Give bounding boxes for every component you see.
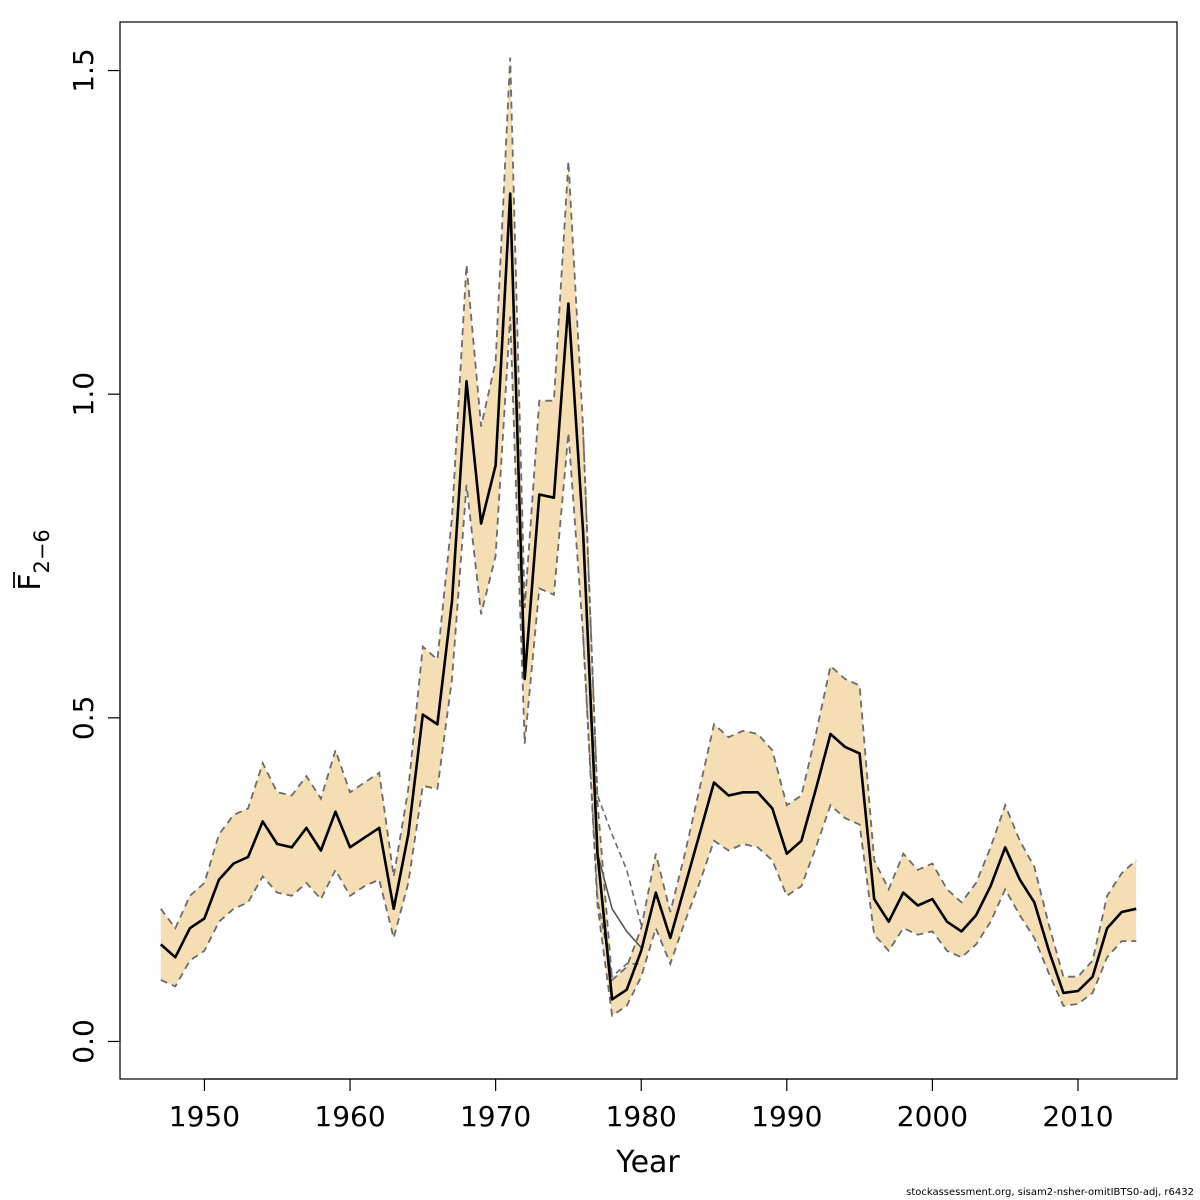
x-tick-label: 1960 bbox=[314, 1100, 385, 1133]
previous-lower-line bbox=[582, 633, 642, 979]
svg-text:F2−6: F2−6 bbox=[13, 529, 54, 591]
x-tick-label: 1980 bbox=[606, 1100, 677, 1133]
previous-upper-line bbox=[582, 426, 642, 926]
confidence-band bbox=[160, 57, 1137, 1016]
axes: 1950 1960 1970 1980 1990 2000 2010 0.0 0.5 1.0 1.5 bbox=[67, 48, 1114, 1133]
x-tick-label: 2010 bbox=[1042, 1100, 1113, 1133]
lower-ci-line bbox=[160, 316, 1137, 1018]
x-tick-label: 1970 bbox=[460, 1100, 531, 1133]
plot-area bbox=[159, 57, 1137, 1018]
y-axis-title-subscript: 2−6 bbox=[30, 529, 54, 573]
y-tick-label: 0.5 bbox=[67, 696, 100, 741]
y-tick-label: 1.5 bbox=[67, 48, 100, 93]
y-axis-title-main: F bbox=[13, 574, 48, 591]
footer-credit: stockassessment.org, sisam2-nsher-omitIB… bbox=[906, 1187, 1194, 1198]
x-tick-label: 1950 bbox=[169, 1100, 240, 1133]
estimate-line bbox=[159, 192, 1137, 1001]
x-tick-label: 2000 bbox=[897, 1100, 968, 1133]
y-axis-title: F2−6 bbox=[13, 529, 54, 591]
x-tick-label: 1990 bbox=[751, 1100, 822, 1133]
y-tick-label: 0.0 bbox=[67, 1019, 100, 1064]
upper-ci-line bbox=[160, 57, 1137, 982]
x-axis-title: Year bbox=[615, 1145, 680, 1180]
y-tick-label: 1.0 bbox=[67, 372, 100, 417]
